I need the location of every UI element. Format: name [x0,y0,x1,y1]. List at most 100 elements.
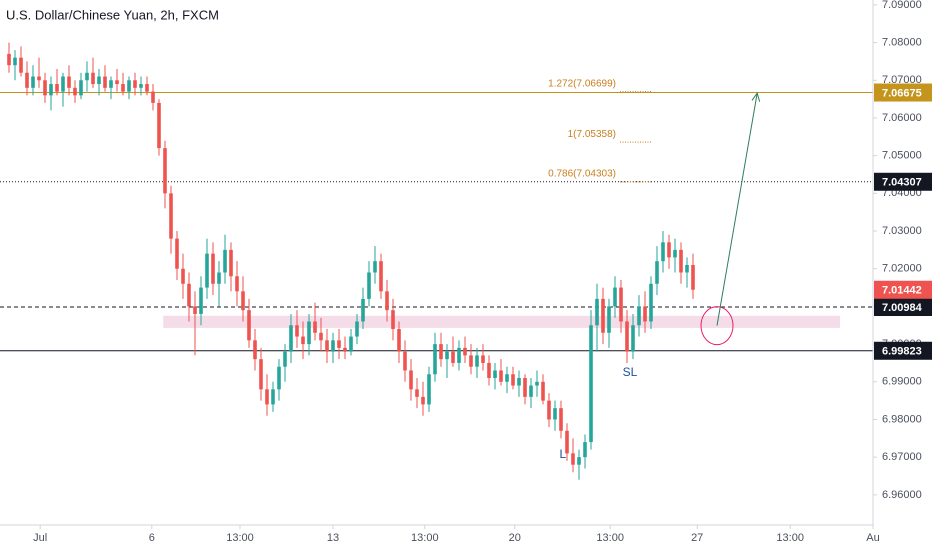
candle-body [409,370,413,390]
candle-body [379,261,383,292]
candle-body [73,87,77,96]
candle-body [499,370,503,382]
fib-label: 0.786(7.04303) [548,169,616,180]
x-tick-label: 13 [327,532,339,544]
candle-body [109,80,113,88]
candle-body [223,249,227,273]
candle-body [49,84,53,96]
x-tick-label: 13:00 [411,532,439,544]
candle-body [325,340,329,352]
y-tick-label: 7.08000 [882,36,922,48]
level-badge-bg [874,341,932,360]
level-badge-bg [874,172,932,191]
candle-body [37,76,41,81]
candle-body [667,242,671,258]
candle-body [397,329,401,352]
level-badge: 7.06675 [882,87,922,99]
candle-body [229,249,233,277]
last-price-badge: 7.01442 [882,285,922,297]
candle-body [121,84,125,92]
candle-body [685,264,689,273]
candle-body [337,340,341,348]
candle-body [103,76,107,88]
candle-body [673,249,677,258]
candle-body [181,268,185,284]
candle-body [601,298,605,333]
candle-body [211,253,215,284]
candle-body [493,370,497,379]
y-tick-label: 6.99000 [882,376,922,388]
plot-area: 1.272(7.06699) 1(7.05358) 0.786(7.04303) L S… [0,42,873,480]
candle-body [427,374,431,405]
candle-body [505,374,509,382]
candle-body [199,287,203,314]
candle-body [319,332,323,341]
candle-body [487,362,491,379]
candle-body [445,351,449,360]
candle-body [259,359,263,390]
candle-body [403,351,407,371]
candle-body [241,291,245,311]
candle-body [79,80,83,96]
x-tick-label: 20 [509,532,521,544]
x-tick-label: Au [866,532,879,544]
x-tick-label: 6 [149,532,155,544]
level-badge-bg [874,83,932,102]
candle-body [361,298,365,322]
chart-note: L [559,447,566,461]
candle-body [577,457,581,465]
candle-body [235,276,239,292]
fib-label: 1(7.05358) [568,129,616,140]
candle-body [589,325,593,443]
candle-body [451,351,455,363]
candle-body [583,442,587,458]
x-tick-label: Jul [33,532,47,544]
candle-body [31,76,35,88]
candle-body [157,102,161,149]
candle-body [307,321,311,345]
candle-body [637,306,641,326]
candle-body [169,193,173,239]
candle-body [85,72,89,81]
arrow-head [751,91,761,102]
x-tick-label: 13:00 [226,532,254,544]
candle-body [331,340,335,352]
candle-body [481,355,485,363]
candle-body [511,374,515,386]
candle-body [205,253,209,288]
chart-title: U.S. Dollar/Chinese Yuan, 2h, FXCM [6,7,219,22]
candle-body [127,80,131,92]
candle-body [535,381,539,386]
candle-body [7,53,11,66]
y-tick-label: 7.02000 [882,263,922,275]
level-badge: 7.04307 [882,177,922,189]
candle-body [373,261,377,273]
candle-body [439,344,443,360]
y-tick-label: 6.98000 [882,413,922,425]
candle-body [421,396,425,405]
candle-body [457,347,461,363]
candle-body [619,287,623,322]
y-tick-label: 6.96000 [882,489,922,501]
candle-body [283,351,287,367]
axes: 7.090007.080007.070007.060007.050007.040… [33,0,932,544]
candle-body [385,291,389,311]
candle-body [661,242,665,262]
candle-body [547,400,551,420]
candle-body [349,336,353,352]
candle-body [271,389,275,405]
candle-body [115,80,119,85]
candle-body [469,355,473,367]
candle-body [91,72,95,85]
candle-body [139,84,143,88]
target-circle [700,306,734,346]
fib-label: 1.272(7.06699) [548,78,616,89]
level-badge: 7.00984 [882,302,923,314]
candle-body [343,347,347,352]
candle-body [649,283,653,322]
candle-body [643,306,647,322]
candle-body [415,389,419,397]
